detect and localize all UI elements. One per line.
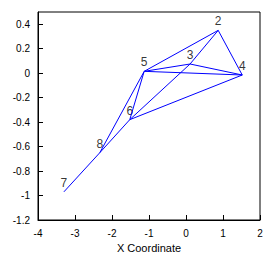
svg-text:-0.6: -0.6 <box>13 141 31 152</box>
svg-text:X Coordinate: X Coordinate <box>117 242 181 254</box>
svg-text:-4: -4 <box>34 228 43 239</box>
svg-text:0: 0 <box>183 228 189 239</box>
svg-text:2: 2 <box>257 228 263 239</box>
svg-text:5: 5 <box>141 55 148 69</box>
svg-text:4: 4 <box>238 59 246 73</box>
svg-text:7: 7 <box>61 176 68 190</box>
svg-text:-1: -1 <box>21 190 30 201</box>
svg-text:8: 8 <box>96 136 104 151</box>
svg-text:-0.8: -0.8 <box>13 166 31 177</box>
svg-text:-0.2: -0.2 <box>13 92 31 103</box>
svg-text:6: 6 <box>126 103 134 118</box>
svg-text:0.2: 0.2 <box>16 43 30 54</box>
svg-text:-3: -3 <box>71 228 80 239</box>
svg-text:-1.2: -1.2 <box>13 215 31 226</box>
svg-text:-2: -2 <box>108 228 117 239</box>
svg-text:3: 3 <box>187 48 194 62</box>
svg-text:1: 1 <box>220 228 226 239</box>
svg-text:-1: -1 <box>145 228 154 239</box>
svg-text:-0.4: -0.4 <box>13 117 31 128</box>
svg-text:0.4: 0.4 <box>16 19 30 30</box>
svg-text:2: 2 <box>215 14 222 28</box>
svg-text:0: 0 <box>24 68 30 79</box>
